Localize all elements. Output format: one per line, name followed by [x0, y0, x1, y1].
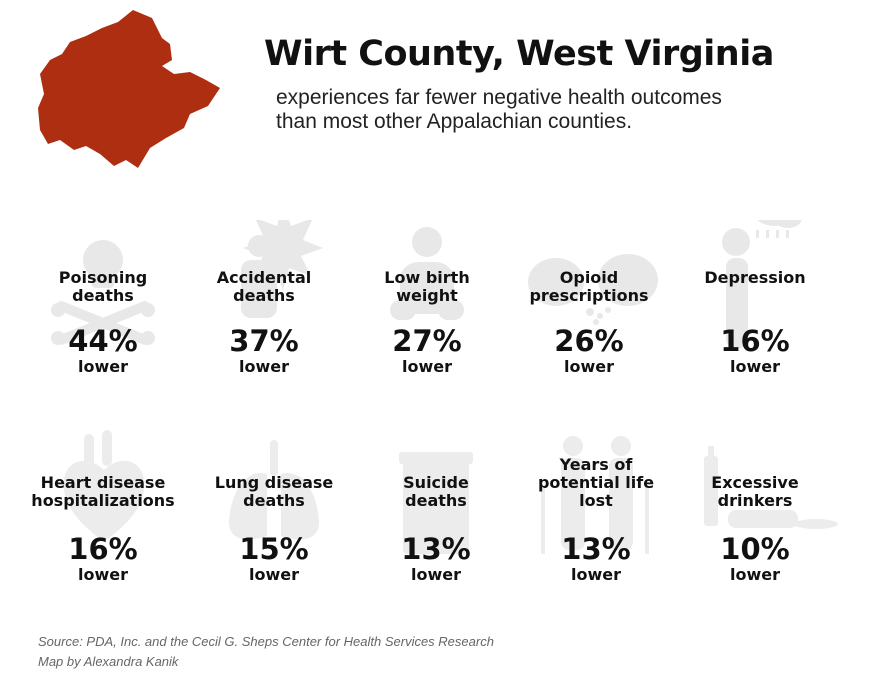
- spilled-bottle-icon: [704, 446, 838, 529]
- rain-cloud-person-icon: [722, 220, 802, 348]
- stat-depression: Depression 16% lower: [670, 220, 840, 376]
- stat-label: deaths: [233, 286, 295, 305]
- source-note: Source: PDA, Inc. and the Cecil G. Sheps…: [38, 634, 494, 649]
- explosion-person-icon: [241, 220, 323, 318]
- stat-value: 26%: [554, 324, 624, 358]
- county-shape: [38, 10, 220, 168]
- stat-label: Heart disease: [40, 473, 166, 492]
- stat-label: Suicide: [403, 473, 469, 492]
- stat-word: lower: [411, 565, 461, 584]
- wirt-county-map-icon: [38, 10, 220, 168]
- stat-word: lower: [730, 565, 780, 584]
- stat-label: Depression: [704, 268, 806, 287]
- stat-value: 27%: [392, 324, 462, 358]
- stat-label: deaths: [72, 286, 134, 305]
- stat-label: Low birth: [384, 268, 470, 287]
- stat-word: lower: [730, 357, 780, 376]
- stat-low-birth-weight: Low birth weight 27% lower: [342, 220, 512, 376]
- stat-label: Accidental: [216, 268, 312, 287]
- stat-label: deaths: [405, 491, 467, 510]
- stat-label: prescriptions: [529, 286, 649, 305]
- stat-label: Years of: [559, 455, 633, 474]
- stat-word: lower: [564, 357, 614, 376]
- subtitle-line: than most other Appalachian counties.: [276, 110, 633, 133]
- stat-years-of-potential-life-lost: Years of potential life lost 13% lower: [511, 426, 681, 584]
- stat-word: lower: [239, 357, 289, 376]
- stat-value: 16%: [68, 532, 138, 566]
- stat-word: lower: [402, 357, 452, 376]
- stat-word: lower: [78, 357, 128, 376]
- lungs-icon: [229, 440, 319, 540]
- page-subtitle: experiences far fewer negative health ou…: [276, 86, 836, 134]
- subtitle-line: experiences far fewer negative health ou…: [276, 86, 722, 109]
- stat-value: 37%: [229, 324, 299, 358]
- stat-value: 13%: [401, 532, 471, 566]
- baby-icon: [390, 227, 464, 320]
- stat-value: 10%: [720, 532, 790, 566]
- stat-heart-disease-hospitalizations: Heart disease hospitalizations 16% lower: [18, 426, 188, 584]
- stat-label: drinkers: [717, 491, 793, 510]
- stat-lung-disease-deaths: Lung disease deaths 15% lower: [189, 426, 359, 584]
- stat-label: Opioid: [559, 268, 619, 287]
- page-title: Wirt County, West Virginia: [264, 34, 774, 74]
- heart-icon: [63, 430, 145, 542]
- stat-word: lower: [571, 565, 621, 584]
- skull-crossbones-icon: [51, 240, 155, 345]
- stat-label: Lung disease: [214, 473, 334, 492]
- stat-value: 15%: [239, 532, 309, 566]
- footer: Source: PDA, Inc. and the Cecil G. Sheps…: [38, 632, 494, 672]
- stat-poisoning-deaths: Poisoning deaths 44% lower: [18, 220, 188, 376]
- stat-word: lower: [78, 565, 128, 584]
- stat-suicide-deaths: Suicide deaths 13% lower: [351, 426, 521, 584]
- stat-label: deaths: [243, 491, 305, 510]
- stat-word: lower: [249, 565, 299, 584]
- stat-label: weight: [396, 286, 458, 305]
- stat-label: lost: [579, 491, 613, 510]
- credit-note: Map by Alexandra Kanik: [38, 654, 179, 669]
- stat-value: 13%: [561, 532, 631, 566]
- stat-excessive-drinkers: Excessive drinkers 10% lower: [670, 426, 840, 584]
- stat-value: 16%: [720, 324, 790, 358]
- stat-label: Poisoning: [58, 268, 148, 287]
- stat-label: hospitalizations: [31, 491, 175, 510]
- pill-bottle-icon: [399, 452, 473, 554]
- elderly-couple-icon: [541, 436, 649, 554]
- stat-accidental-deaths: Accidental deaths 37% lower: [179, 220, 349, 376]
- stat-opioid-prescriptions: Opioid prescriptions 26% lower: [504, 220, 674, 376]
- pills-icon: [528, 254, 658, 325]
- stat-label: Excessive: [711, 473, 799, 492]
- stat-label: potential life: [537, 473, 655, 492]
- stat-value: 44%: [68, 324, 138, 358]
